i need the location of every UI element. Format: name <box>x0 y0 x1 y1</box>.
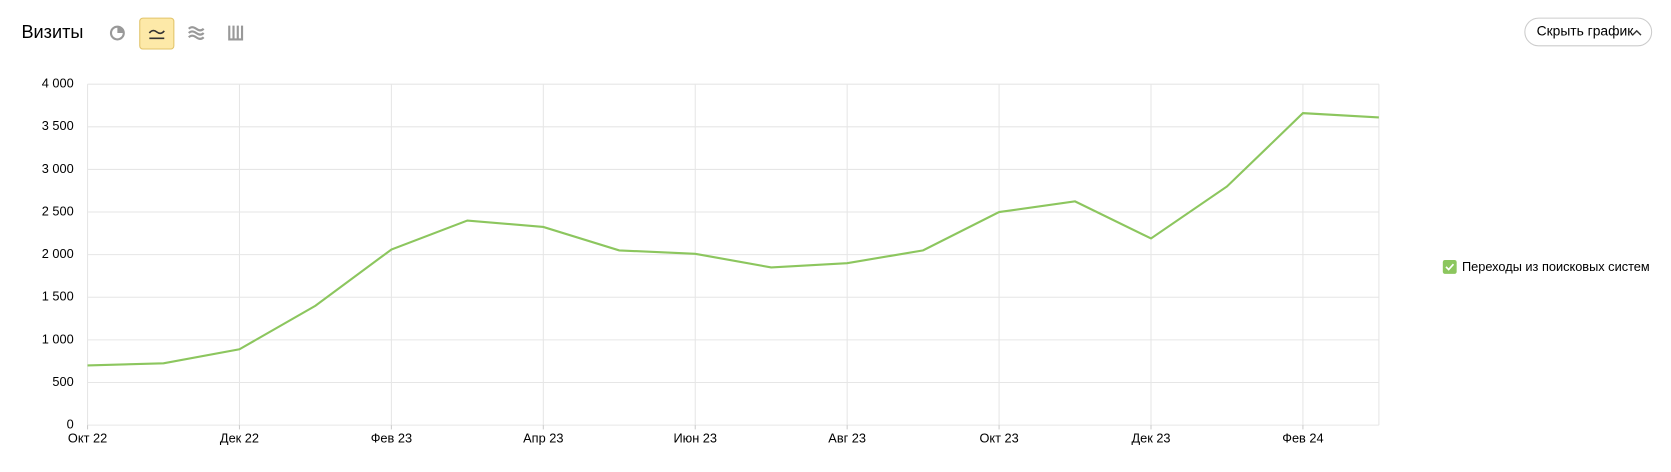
area-button[interactable] <box>188 26 205 40</box>
x-tick-label: Дек 23 <box>1131 430 1170 445</box>
y-tick-label: 2 000 <box>42 246 74 261</box>
x-tick-label: Окт 22 <box>68 430 107 445</box>
x-tick-label: Окт 23 <box>979 430 1018 445</box>
x-tick-label: Фев 23 <box>371 430 412 445</box>
y-tick-label: 500 <box>52 374 73 389</box>
x-tick-label: Дек 22 <box>220 430 259 445</box>
hide-chart-label: Скрыть график <box>1537 23 1635 39</box>
series-line <box>87 112 1379 367</box>
legend <box>1442 259 1457 274</box>
chart-title: Визиты <box>21 22 83 42</box>
x-tick-label: Апр 23 <box>523 430 563 445</box>
bars-button[interactable] <box>228 25 244 41</box>
pie-button[interactable] <box>109 25 125 41</box>
legend-label: Переходы из поисковых систем <box>1462 259 1650 274</box>
y-tick-label: 0 <box>67 416 74 431</box>
y-tick-label: 1 500 <box>42 289 74 304</box>
x-tick-label: Июн 23 <box>673 430 717 445</box>
y-tick-label: 3 000 <box>42 161 74 176</box>
line-button[interactable] <box>139 17 175 50</box>
y-tick-label: 1 000 <box>42 331 74 346</box>
hide-chart-button[interactable]: Скрыть график <box>1524 17 1653 47</box>
x-tick-label: Авг 23 <box>828 430 866 445</box>
x-tick-label: Фев 24 <box>1282 430 1323 445</box>
y-tick-label: 4 000 <box>42 76 74 91</box>
legend-checkbox[interactable] <box>1442 259 1457 274</box>
y-tick-label: 2 500 <box>42 203 74 218</box>
y-tick-label: 3 500 <box>42 118 74 133</box>
